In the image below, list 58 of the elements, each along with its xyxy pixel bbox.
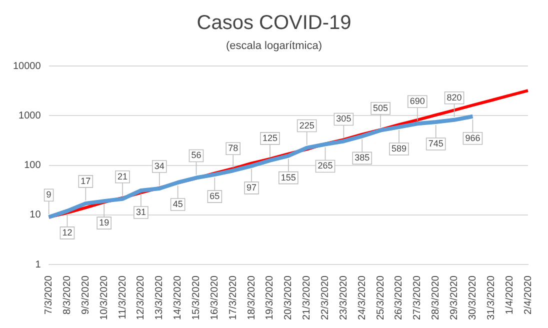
x-tick-label: 13/3/2020 (154, 275, 166, 320)
data-label: 21 (118, 171, 128, 182)
data-label: 265 (318, 160, 333, 171)
x-tick-label: 28/3/2020 (430, 275, 442, 320)
chart-title: Casos COVID-19 (196, 12, 352, 35)
x-tick-label: 31/3/2020 (486, 275, 497, 320)
data-label: 12 (62, 227, 72, 238)
x-tick-label: 9/3/2020 (80, 275, 92, 314)
x-tick-label: 25/3/2020 (375, 275, 386, 320)
data-label: 745 (428, 138, 444, 148)
data-label: 97 (246, 182, 257, 192)
chart-subtitle: (escala logarítmica) (225, 40, 323, 52)
x-tick-label: 23/3/2020 (338, 275, 350, 320)
x-tick-label: 10/3/2020 (98, 275, 110, 320)
y-tick-label: 100 (24, 160, 42, 172)
data-label: 31 (136, 206, 146, 217)
x-tick-label: 18/3/2020 (246, 275, 258, 320)
data-label: 17 (80, 176, 91, 186)
data-label: 34 (154, 160, 164, 171)
y-tick-label: 1000 (18, 110, 42, 122)
x-tick-label: 16/3/2020 (209, 275, 220, 320)
data-label: 225 (299, 120, 314, 130)
data-label: 690 (410, 96, 425, 106)
data-label: 505 (373, 102, 388, 113)
y-tick-label: 1 (35, 259, 42, 270)
x-tick-label: 21/3/2020 (302, 275, 313, 320)
x-tick-label: 11/3/2020 (117, 275, 128, 320)
data-label: 19 (99, 218, 110, 228)
x-tick-label: 2/4/2020 (522, 275, 534, 314)
data-label: 65 (210, 191, 220, 202)
x-tick-label: 19/3/2020 (264, 275, 276, 320)
x-tick-label: 8/3/2020 (62, 275, 73, 314)
x-tick-label: 15/3/2020 (191, 275, 202, 320)
x-tick-label: 20/3/2020 (283, 275, 294, 320)
data-label: 45 (172, 198, 183, 209)
data-label: 155 (280, 172, 296, 182)
data-label: 385 (354, 152, 370, 163)
x-tick-label: 27/3/2020 (412, 275, 424, 320)
y-tick-label: 10 (30, 210, 42, 221)
x-tick-label: 12/3/2020 (136, 275, 147, 320)
y-tick-label: 10000 (12, 60, 42, 72)
x-tick-label: 24/3/2020 (356, 275, 368, 320)
x-tick-label: 17/3/2020 (228, 275, 239, 320)
data-label: 820 (446, 92, 462, 102)
x-tick-label: 22/3/2020 (320, 275, 332, 320)
data-label: 56 (191, 150, 202, 160)
x-tick-label: 14/3/2020 (172, 275, 184, 320)
data-label: 125 (262, 132, 278, 143)
x-tick-label: 30/3/2020 (467, 275, 478, 320)
x-tick-label: 29/3/2020 (449, 275, 460, 320)
data-label: 305 (336, 114, 352, 124)
x-tick-label: 7/3/2020 (44, 275, 55, 314)
data-label: 78 (228, 143, 238, 154)
data-label: 589 (391, 144, 406, 154)
data-label: 966 (465, 132, 480, 143)
x-tick-label: 26/3/2020 (394, 275, 405, 320)
x-tick-label: 1/4/2020 (504, 275, 516, 314)
data-label: 9 (46, 190, 52, 200)
